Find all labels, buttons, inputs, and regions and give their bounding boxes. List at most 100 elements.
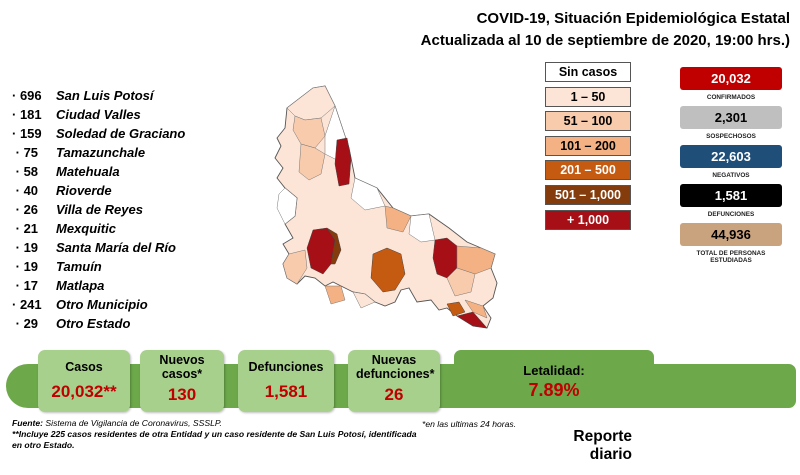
card-casos-value: 20,032** [51, 382, 117, 401]
municipality-count: · 696 [12, 88, 42, 103]
municipality-name: Matlapa [56, 278, 105, 293]
municipality-row: · 241 Otro Municipio [12, 295, 185, 314]
municipality-name: Ciudad Valles [56, 107, 141, 122]
municipality-count: · 17 [12, 278, 39, 293]
municipality-name: Tamazunchale [56, 145, 146, 160]
page-title: COVID-19, Situación Epidemiológica Estat… [476, 10, 790, 27]
card-nuevos-casos-title: Nuevos casos* [159, 353, 205, 381]
stat-negativos-value: 22,603 [680, 145, 782, 168]
region-huasteca-south [446, 267, 476, 297]
region-west [276, 187, 298, 225]
legend-item: + 1,000 [545, 209, 631, 230]
municipality-count: · 241 [12, 297, 42, 312]
card-nuevas-defunciones: Nuevas defunciones* 26 [348, 350, 440, 412]
municipality-row: · 181 Ciudad Valles [12, 105, 185, 124]
region-center-north [298, 143, 326, 181]
municipality-row: · 26 Villa de Reyes [12, 200, 185, 219]
footer-nota: **Incluye 225 casos residentes de otra E… [12, 429, 417, 439]
municipality-row: · 75 Tamazunchale [12, 143, 185, 162]
municipality-name: Otro Municipio [56, 297, 148, 312]
stat-defunciones-value: 1,581 [680, 184, 782, 207]
region-south-west [324, 285, 346, 305]
region-central-peach [384, 205, 412, 233]
municipality-name: San Luis Potosí [56, 88, 154, 103]
municipality-name: Tamuín [56, 259, 102, 274]
municipality-count: · 58 [12, 164, 39, 179]
region-vertical-red [334, 137, 352, 187]
municipality-count: · 29 [12, 316, 39, 331]
footer-notes: Fuente: Sistema de Vigilancia de Coronav… [12, 418, 417, 451]
municipality-row: · 58 Matehuala [12, 162, 185, 181]
page-subtitle: Actualizada al 10 de septiembre de 2020,… [420, 32, 790, 49]
stat-sospechosos-value: 2,301 [680, 106, 782, 129]
municipality-count: · 40 [12, 183, 39, 198]
state-map-svg [274, 85, 498, 329]
region-matlapa [446, 301, 466, 317]
municipality-row: · 696 San Luis Potosí [12, 86, 185, 105]
card-defunciones-title: Defunciones [248, 360, 324, 374]
stats-panel: 20,032 CONFIRMADOS 2,301 SOSPECHOSOS 22,… [680, 67, 782, 269]
legend-item: 1 – 50 [545, 86, 631, 107]
stat-confirmados-label: CONFIRMADOS [706, 94, 756, 101]
legend-item: 501 – 1,000 [545, 184, 631, 205]
card-nuevos-casos: Nuevos casos* 130 [140, 350, 224, 412]
card-letalidad: Letalidad: 7.89% [454, 350, 654, 408]
note-24h: *en las ultimas 24 horas. [422, 419, 517, 429]
municipality-name: Santa María del Río [56, 240, 176, 255]
municipality-name: Villa de Reyes [56, 202, 143, 217]
municipality-row: · 29 Otro Estado [12, 314, 185, 333]
municipality-count: · 19 [12, 259, 39, 274]
stat-negativos-label: NEGATIVOS [712, 172, 750, 179]
region-west-peach [282, 249, 308, 285]
municipality-count: · 19 [12, 240, 39, 255]
region-central-white [350, 177, 386, 211]
region-sl-east [326, 227, 342, 265]
state-map [225, 78, 525, 340]
footer-fuente-text: Sistema de Vigilancia de Coronavirus, SS… [45, 418, 222, 428]
card-casos-title: Casos [65, 360, 103, 374]
card-nuevas-defunciones-title: Nuevas defunciones* [356, 353, 435, 381]
legend-item: Sin casos [545, 62, 631, 82]
reporte-diario: Reporte diario [573, 428, 632, 464]
card-letalidad-value: 7.89% [528, 380, 580, 400]
footer-nota-2: en otro Estado. [12, 440, 75, 450]
municipality-count: · 21 [12, 221, 39, 236]
municipality-count: · 26 [12, 202, 39, 217]
municipality-name: Matehuala [56, 164, 120, 179]
municipality-name: Mexquitic [56, 221, 116, 236]
municipality-row: · 19 Tamuín [12, 257, 185, 276]
map-legend: Sin casos 1 – 50 51 – 100 101 – 200 201 … [545, 62, 631, 234]
stat-total-value: 44,936 [680, 223, 782, 246]
stat-defunciones-label: DEFUNCIONES [707, 211, 755, 218]
municipality-name: Soledad de Graciano [56, 126, 186, 141]
footer-fuente-label: Fuente: [12, 418, 44, 428]
reporte-line-1: Reporte [573, 428, 632, 445]
card-casos: Casos 20,032** [38, 350, 130, 412]
municipality-row: · 17 Matlapa [12, 276, 185, 295]
region-east-white [408, 213, 436, 243]
stat-confirmados-value: 20,032 [680, 67, 782, 90]
municipality-row: · 159 Soledad de Graciano [12, 124, 185, 143]
municipality-row: · 21 Mexquitic [12, 219, 185, 238]
reporte-line-2: diario [589, 446, 632, 463]
legend-item: 101 – 200 [545, 135, 631, 156]
card-letalidad-title: Letalidad: [523, 363, 585, 378]
municipality-list: · 696 San Luis Potosí · 181 Ciudad Valles … [12, 86, 185, 333]
card-defunciones-value: 1,581 [264, 382, 308, 401]
card-nuevos-casos-value: 130 [167, 385, 197, 404]
region-matehuala [292, 115, 326, 149]
region-tamazunchale [456, 311, 488, 329]
municipality-name: Otro Estado [56, 316, 131, 331]
municipality-count: · 181 [12, 107, 42, 122]
region-rioverde [370, 247, 406, 293]
region-south-center [352, 291, 376, 309]
municipality-name: Rioverde [56, 183, 112, 198]
stat-total-label: TOTAL DE PERSONAS ESTUDIADAS [696, 250, 766, 264]
stat-sospechosos-label: SOSPECHOSOS [706, 133, 756, 140]
footer-fuente: Fuente: Sistema de Vigilancia de Coronav… [12, 418, 417, 429]
summary-banner: Casos 20,032** Nuevos casos* 130 Defunci… [6, 346, 796, 420]
municipality-row: · 40 Rioverde [12, 181, 185, 200]
legend-item: 201 – 500 [545, 160, 631, 181]
municipality-count: · 159 [12, 126, 42, 141]
municipality-row: · 19 Santa María del Río [12, 238, 185, 257]
